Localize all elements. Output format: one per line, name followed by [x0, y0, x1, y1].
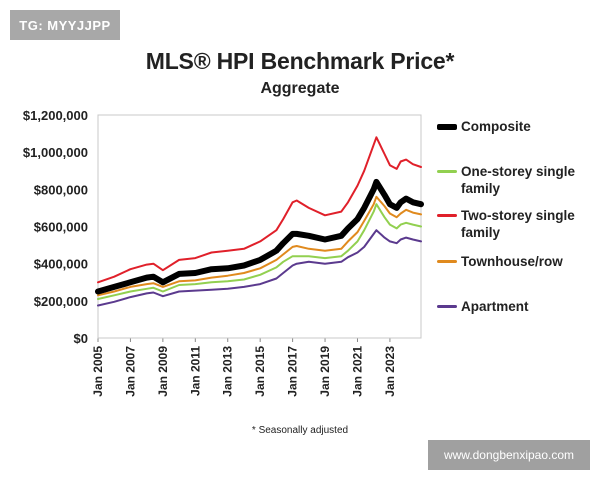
legend-swatch	[437, 214, 457, 217]
legend-label: Apartment	[461, 299, 529, 314]
y-axis-ticks: $0 $200,000 $400,000 $600,000 $800,000 $1,000…	[23, 108, 88, 346]
x-tick-label: Jan 2009	[156, 346, 170, 397]
series-line-one-storey-single-family	[97, 203, 422, 300]
x-tick-label: Jan 2005	[91, 346, 105, 397]
x-tick-label: Jan 2017	[286, 346, 300, 397]
legend-swatch	[437, 260, 457, 263]
series-line-two-storey-single-family	[97, 136, 422, 284]
y-tick-label: $1,000,000	[23, 145, 88, 160]
watermark-bottom-right: www.dongbenxipao.com	[428, 440, 590, 470]
series-line-composite	[95, 178, 424, 295]
legend-swatch	[437, 305, 457, 308]
y-tick-label: $200,000	[34, 294, 88, 309]
y-tick-label: $600,000	[34, 220, 88, 235]
watermark-top-left: TG: MYYJJPP	[10, 10, 120, 40]
y-tick-label: $1,200,000	[23, 108, 88, 123]
legend-swatch	[437, 123, 457, 130]
series-line-apartment	[97, 229, 422, 307]
series-line-townhouse-row	[97, 195, 422, 297]
x-tick-label: Jan 2011	[188, 346, 202, 396]
x-tick-label: Jan 2013	[221, 346, 235, 397]
x-tick-label: Jan 2015	[253, 346, 267, 397]
x-axis-ticks: Jan 2005 Jan 2007 Jan 2009 Jan 2011 Jan 2013…	[91, 338, 397, 397]
chart-footnote: * Seasonally adjusted	[251, 425, 349, 436]
chart-subtitle: Aggregate	[260, 80, 340, 97]
x-tick-label: Jan 2021	[350, 346, 364, 397]
legend-label: One-storey single family	[461, 164, 576, 196]
x-tick-label: Jan 2023	[383, 346, 397, 397]
chart-title: MLS® HPI Benchmark Price*	[145, 48, 455, 74]
series-lines	[95, 136, 424, 307]
x-tick-label: Jan 2007	[123, 346, 137, 397]
legend-swatch	[437, 170, 457, 173]
y-tick-label: $400,000	[34, 257, 88, 272]
legend-label: Two-storey single family	[461, 208, 575, 240]
x-tick-label: Jan 2019	[318, 346, 332, 397]
y-tick-label: $0	[74, 331, 88, 346]
y-tick-label: $800,000	[34, 182, 88, 197]
legend-label: Composite	[461, 119, 531, 134]
legend-label: Townhouse/row	[461, 254, 563, 269]
